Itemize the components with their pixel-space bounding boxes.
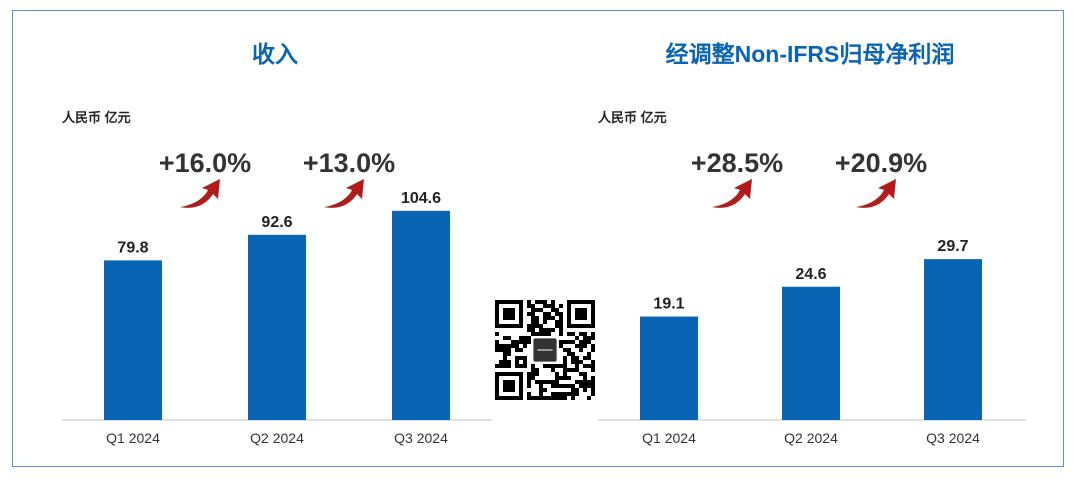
growth-label: +20.9% [835, 148, 927, 178]
value-label: 92.6 [261, 214, 292, 231]
chart-title: 收入 [252, 41, 298, 67]
growth-arrow-icon [324, 179, 364, 208]
unit-label: 人民币 亿元 [598, 110, 667, 125]
unit-label: 人民币 亿元 [62, 110, 131, 125]
qr-code-icon[interactable] [493, 298, 597, 402]
growth-arrow-icon [856, 179, 896, 208]
growth-arrow-icon [180, 179, 220, 208]
value-label: 19.1 [653, 296, 684, 313]
growth-arrow-icon [712, 179, 752, 208]
category-label: Q3 2024 [394, 430, 448, 446]
category-label: Q2 2024 [784, 430, 838, 446]
value-label: 29.7 [937, 238, 968, 255]
category-label: Q2 2024 [250, 430, 304, 446]
category-label: Q3 2024 [926, 430, 980, 446]
bar-1 [640, 316, 698, 420]
bar-2 [782, 286, 840, 420]
value-label: 104.6 [401, 190, 441, 207]
bar-2 [248, 234, 306, 420]
category-label: Q1 2024 [642, 430, 696, 446]
net-profit-chart: 经调整Non-IFRS归母净利润 人民币 亿元 19.1 Q1 2024 24.6 Q… [598, 41, 1026, 446]
growth-label: +13.0% [303, 148, 395, 178]
chart-title: 经调整Non-IFRS归母净利润 [666, 41, 955, 67]
value-label: 79.8 [117, 239, 148, 256]
bar-3 [392, 210, 450, 420]
growth-label: +16.0% [159, 148, 251, 178]
bar-1 [104, 260, 162, 420]
growth-label: +28.5% [691, 148, 783, 178]
category-label: Q1 2024 [106, 430, 160, 446]
revenue-chart: 收入 人民币 亿元 79.8 Q1 2024 92.6 Q2 2024 104.6 Q3 … [62, 41, 492, 446]
value-label: 24.6 [795, 266, 826, 283]
bar-3 [924, 259, 982, 420]
